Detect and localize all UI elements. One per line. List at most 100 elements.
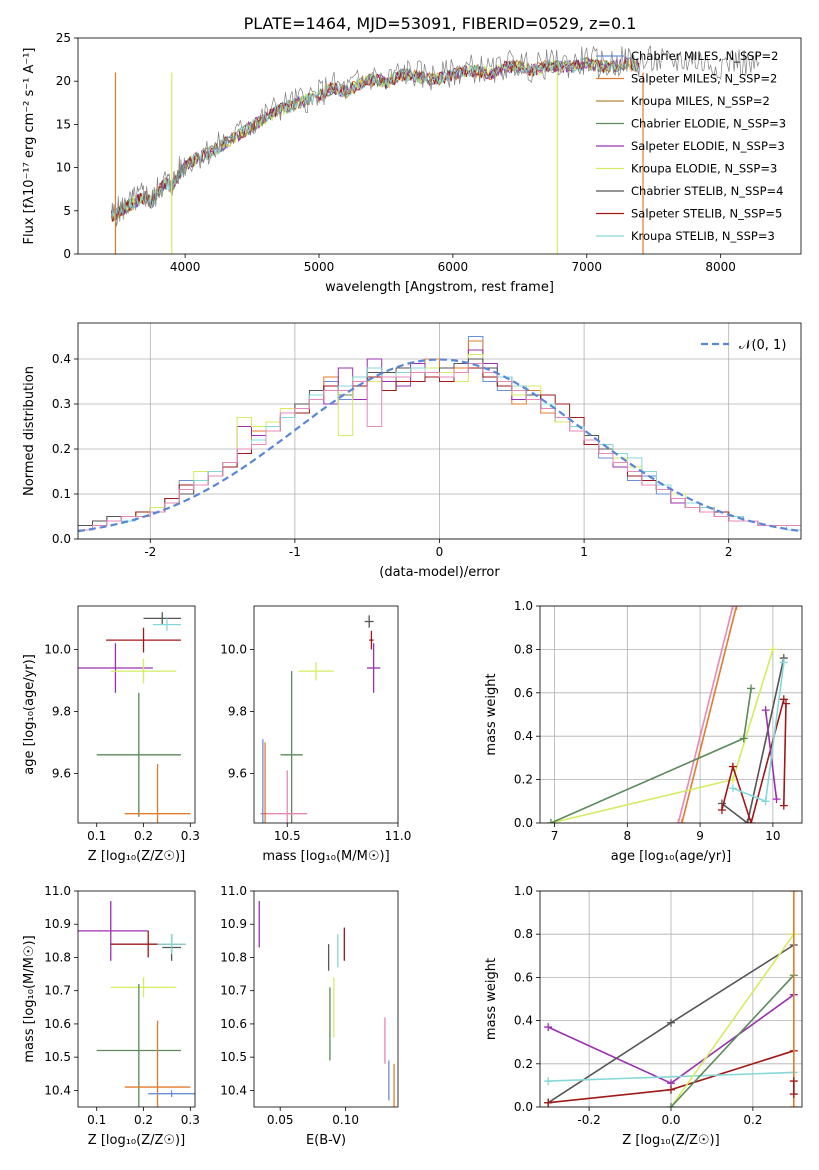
legend-label: Chabrier STELIB, N_SSP=4 (631, 184, 783, 198)
y-axis-label: age [log₁₀(age/yr)] (22, 654, 37, 775)
y-tick-label: 10.4 (44, 1083, 71, 1097)
y-tick-label: 10.9 (44, 917, 71, 931)
weight-line (677, 606, 734, 823)
y-tick-label: 9.6 (52, 766, 71, 780)
x-tick-label: 7000 (572, 260, 603, 274)
x-tick-label: -1 (289, 545, 301, 559)
plot-area (544, 891, 798, 1107)
mass-weight-vs-metallicity-panel: -0.2 0.0 0.2 0.0 0.2 0.4 0.6 0.8 1.0 Z [log₁₀(Z/Z… (484, 884, 803, 1148)
y-tick-label: 0.3 (52, 397, 71, 411)
weight-line (681, 606, 738, 823)
weight-marker (789, 1077, 798, 1086)
mass-weight-vs-age-panel: 7 8 9 10 0.0 0.2 0.4 0.6 0.8 1.0 age [log₁₀(age/yr… (484, 599, 803, 864)
y-tick-label: 10 (56, 161, 71, 175)
weight-marker (677, 819, 686, 823)
mass-vs-reddening-panel: 0.05 0.10 10.4 10.5 10.6 10.7 10.8 10.9 11.0 E(B-… (220, 884, 399, 1148)
y-tick-label: 0.2 (514, 773, 533, 787)
x-tick-label: 0 (436, 545, 444, 559)
axes-frame (539, 605, 803, 824)
axes-frame (77, 890, 196, 1108)
weight-marker (732, 606, 741, 610)
x-tick-label: 0.2 (743, 1113, 762, 1127)
age-vs-metallicity-panel: 0.1 0.2 0.3 9.6 9.8 10.0 Z [log₁₀(Z/Z☉)] age [l… (22, 605, 200, 864)
weight-marker (789, 1090, 798, 1099)
weight-marker (546, 819, 555, 823)
weight-marker (667, 1103, 675, 1107)
y-tick-label: 9.8 (52, 704, 71, 718)
legend-label: Kroupa MILES, N_SSP=2 (631, 94, 770, 108)
y-axis-label: mass [log₁₀(M/M☉)] (22, 935, 37, 1062)
legend-label: 𝒩(0, 1) (739, 338, 786, 353)
x-tick-label: 0.0 (661, 1113, 680, 1127)
plot-area (78, 900, 195, 1107)
y-tick-label: 0.4 (52, 352, 71, 366)
y-tick-label: 0.4 (514, 729, 533, 743)
plot-area (258, 900, 395, 1107)
weight-marker (789, 1103, 798, 1107)
x-tick-label: 0.05 (267, 1113, 294, 1127)
weight-marker (544, 1098, 553, 1107)
y-axis-label: mass weight (484, 958, 499, 1040)
residual-histogram-panel: -2 -1 0 1 2 0.0 0.1 0.2 0.3 0.4 (data-model)/error… (22, 322, 802, 580)
axes-frame (77, 605, 196, 824)
x-tick-label: 0.3 (181, 829, 200, 843)
weight-marker (779, 695, 788, 704)
x-tick-label: 9 (696, 829, 704, 843)
normal-distribution-curve (78, 358, 801, 533)
legend-label: Kroupa STELIB, N_SSP=3 (631, 229, 775, 243)
plot-area (111, 45, 760, 254)
y-tick-label: 0.2 (514, 1057, 533, 1071)
legend-label: Kroupa ELODIE, N_SSP=3 (631, 162, 777, 176)
weight-marker (761, 797, 770, 806)
x-tick-label: 7 (551, 829, 559, 843)
y-tick-label: 25 (56, 31, 71, 45)
weight-marker (544, 1023, 553, 1032)
legend-label: Chabrier ELODIE, N_SSP=3 (631, 117, 786, 131)
y-tick-label: 11.0 (220, 884, 247, 898)
y-tick-label: 0.0 (52, 532, 71, 546)
histogram-step-line (78, 363, 801, 531)
weight-marker (728, 606, 737, 610)
x-tick-label: 0.10 (332, 1113, 359, 1127)
mass-vs-metallicity-panel: 0.1 0.2 0.3 10.4 10.5 10.6 10.7 10.8 10.9 11.0 Z [… (22, 884, 200, 1148)
axes-frame (77, 37, 802, 255)
y-tick-label: 1.0 (514, 884, 533, 898)
legend-label: Chabrier MILES, N_SSP=2 (631, 49, 778, 63)
y-tick-label: 0.8 (514, 927, 533, 941)
y-tick-label: 0.4 (514, 1014, 533, 1028)
weight-marker (743, 819, 752, 823)
weight-line (670, 974, 795, 1107)
weight-marker (674, 819, 683, 823)
x-tick-label: -2 (144, 545, 156, 559)
y-axis-label: mass weight (484, 673, 499, 755)
y-tick-label: 10.9 (220, 917, 247, 931)
legend-label: Salpeter ELODIE, N_SSP=3 (631, 139, 785, 153)
weight-line (670, 933, 795, 1107)
legend-label: Salpeter MILES, N_SSP=2 (631, 72, 777, 86)
weight-line (783, 703, 787, 806)
weight-line (721, 657, 785, 823)
x-tick-label: 10 (765, 829, 780, 843)
weight-marker (768, 645, 777, 654)
y-tick-label: 0.2 (52, 442, 71, 456)
weight-line (732, 662, 785, 803)
x-tick-label: 5000 (304, 260, 335, 274)
y-tick-label: 11.0 (44, 884, 71, 898)
model-spectrum-line (111, 56, 640, 222)
y-tick-label: 10.5 (220, 1050, 247, 1064)
x-tick-label: 6000 (438, 260, 469, 274)
x-tick-label: 0.2 (134, 829, 153, 843)
y-tick-label: 5 (63, 204, 71, 218)
x-tick-label: 8000 (705, 260, 736, 274)
x-tick-label: -0.2 (577, 1113, 600, 1127)
y-tick-label: 15 (56, 117, 71, 131)
plot-area (78, 612, 191, 823)
weight-marker (779, 801, 788, 810)
x-axis-label: (data-model)/error (379, 565, 500, 580)
plot-area (546, 606, 790, 823)
weight-marker (728, 784, 737, 793)
x-tick-label: 11.0 (385, 829, 412, 843)
plot-area (78, 336, 801, 533)
model-spectrum-line (111, 57, 640, 222)
